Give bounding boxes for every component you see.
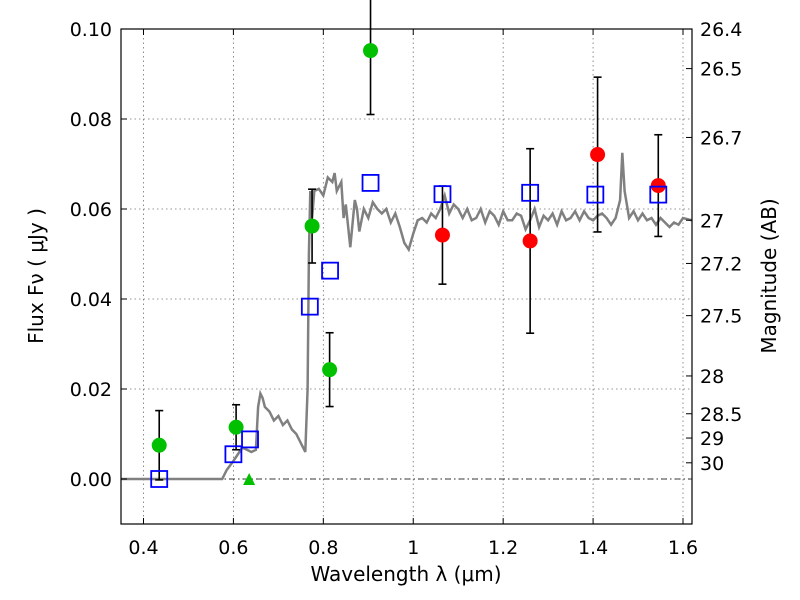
green-circle-point	[363, 43, 379, 59]
blue-square-point	[321, 261, 339, 280]
blue-square-point	[649, 185, 668, 204]
right-axis-ticks: 26.4 26.5 26.7 27 27.2 27.5 28 28.529 30	[686, 19, 742, 475]
right-tick-label: 26.5	[700, 59, 742, 81]
y-tick-label: 0.00	[70, 469, 112, 491]
blue-square-point	[224, 445, 243, 464]
y-tick-label: 0.06	[70, 199, 112, 221]
red-circle-point	[590, 147, 606, 163]
right-tick-label: 26.7	[700, 127, 742, 149]
green-circle-point	[151, 437, 167, 453]
x-tick-label: 1.6	[668, 537, 698, 559]
y-axis-label: Flux Fν ( μJy )	[24, 208, 48, 344]
model-spectrum-line	[121, 152, 693, 481]
blue-square-point	[521, 183, 540, 202]
y-tick-label: 0.02	[70, 379, 112, 401]
x-axis-label: Wavelength λ (μm)	[310, 562, 501, 586]
right-tick-label: 28	[700, 366, 724, 388]
right-tick-label: 29	[700, 428, 724, 450]
right-axis-label: Magnitude (AB)	[757, 198, 781, 353]
green-circle-point	[322, 362, 338, 378]
x-tick-label: 0.6	[218, 537, 248, 559]
x-tick-label: 0.8	[308, 537, 338, 559]
green-circle-point	[304, 218, 320, 234]
red-circle-point	[650, 178, 666, 194]
x-tick-label: 1.4	[578, 537, 608, 559]
right-tick-label: 27.2	[700, 253, 742, 275]
y-tick-label: 0.08	[70, 109, 112, 131]
blue-square-point	[361, 173, 380, 192]
data-markers	[150, 43, 668, 488]
x-tick-label: 1	[407, 537, 419, 559]
blue-square-point	[241, 430, 259, 449]
y-tick-label: 0.04	[70, 289, 112, 311]
red-circle-point	[522, 233, 538, 249]
right-tick-label: 26.4	[700, 19, 742, 41]
plot-background	[121, 29, 692, 524]
blue-square-point	[433, 185, 452, 204]
x-axis-ticks: 0.4 0.6 0.8 1 1.2 1.4 1.6	[128, 29, 698, 559]
x-tick-label: 0.4	[128, 537, 158, 559]
y-axis-ticks: 0.00 0.02 0.04 0.06 0.08 0.10	[70, 19, 127, 491]
blue-square-point	[300, 297, 319, 316]
red-circle-point	[434, 227, 450, 243]
right-tick-label: 27	[700, 210, 724, 232]
x-tick-label: 1.2	[488, 537, 518, 559]
right-tick-label: 27.5	[700, 306, 742, 328]
right-tick-label: 30	[700, 453, 724, 475]
plot-frame	[120, 28, 693, 525]
green-triangle-point	[243, 473, 256, 485]
right-tick-label: 28.5	[700, 404, 742, 426]
blue-square-point	[150, 470, 169, 488]
y-tick-label: 0.10	[70, 19, 112, 41]
blue-square-point	[586, 185, 605, 204]
green-circle-point	[228, 419, 244, 435]
